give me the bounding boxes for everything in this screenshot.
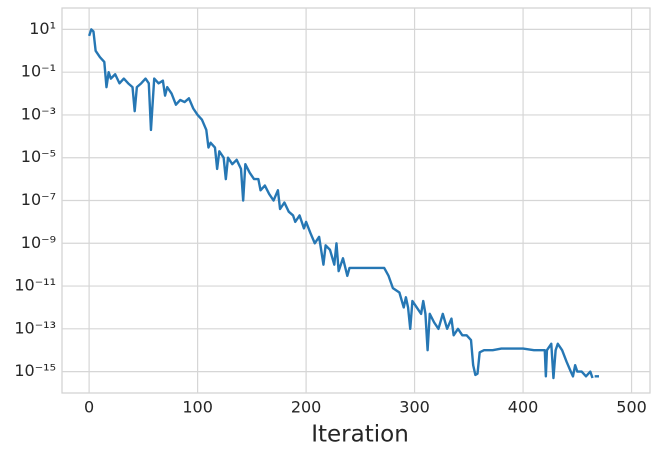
data-line bbox=[87, 28, 600, 380]
y-tick-label: 10⁻¹³ bbox=[14, 318, 56, 337]
x-tick-label: 200 bbox=[291, 398, 322, 417]
y-tick-label: 10⁻³ bbox=[21, 104, 56, 123]
y-tick-label: 10⁻⁵ bbox=[21, 147, 56, 166]
y-tick-label: 10⁻⁷ bbox=[21, 190, 56, 209]
x-tick-label: 400 bbox=[508, 398, 539, 417]
x-tick-label: 0 bbox=[84, 398, 94, 417]
x-tick-label: 100 bbox=[182, 398, 213, 417]
y-tick-label: 10¹ bbox=[29, 19, 56, 38]
x-axis-label: Iteration bbox=[311, 422, 409, 448]
y-tick-label: 10⁻¹¹ bbox=[14, 276, 56, 295]
y-tick-label: 10⁻¹⁵ bbox=[14, 361, 56, 380]
x-tick-label: 500 bbox=[616, 398, 647, 417]
y-tick-label: 10⁻⁹ bbox=[21, 233, 56, 252]
x-tick-label: 300 bbox=[399, 398, 430, 417]
y-tick-label: 10⁻¹ bbox=[21, 62, 56, 81]
